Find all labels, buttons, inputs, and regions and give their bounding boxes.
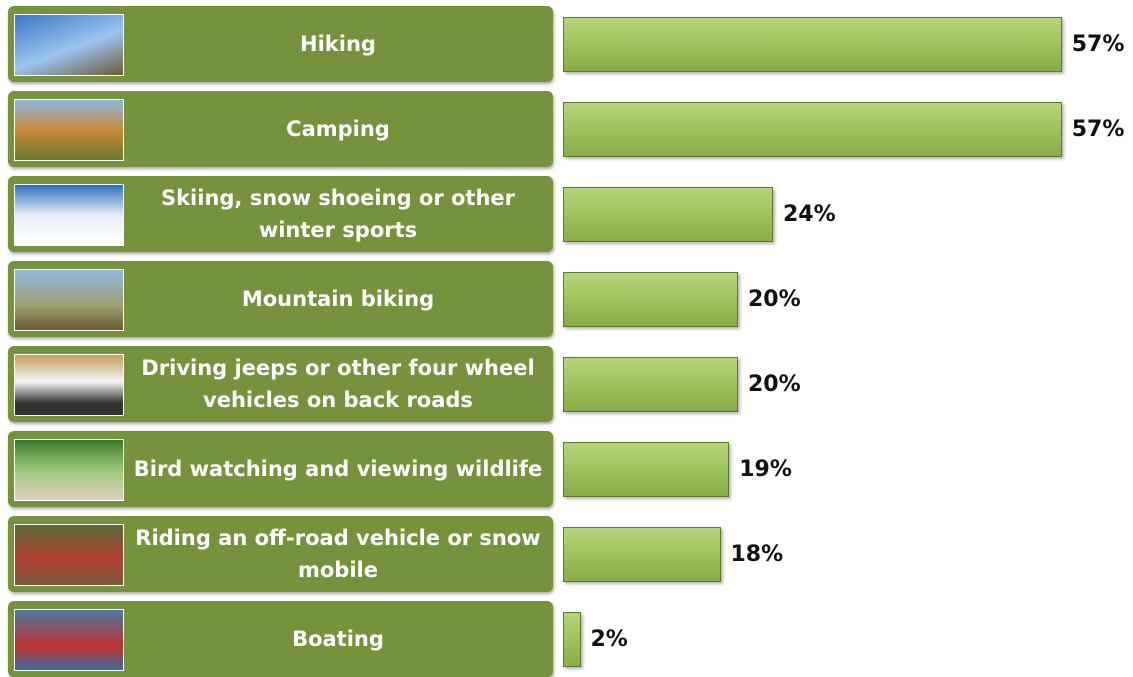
category-label: Boating bbox=[133, 601, 543, 677]
bar bbox=[563, 357, 738, 412]
category-box: Riding an off-road vehicle or snow mobil… bbox=[8, 516, 553, 592]
category-image bbox=[14, 524, 124, 586]
bar bbox=[563, 272, 738, 327]
category-label: Driving jeeps or other four wheel vehicl… bbox=[133, 346, 543, 422]
bar bbox=[563, 17, 1062, 72]
category-image bbox=[14, 269, 124, 331]
value-label: 20% bbox=[748, 357, 801, 412]
category-image bbox=[14, 184, 124, 246]
value-label: 20% bbox=[748, 272, 801, 327]
value-label: 2% bbox=[591, 612, 628, 667]
category-label: Camping bbox=[133, 91, 543, 167]
category-box: Driving jeeps or other four wheel vehicl… bbox=[8, 346, 553, 422]
value-label: 19% bbox=[739, 442, 792, 497]
category-box: Skiing, snow shoeing or other winter spo… bbox=[8, 176, 553, 252]
category-image bbox=[14, 99, 124, 161]
value-label: 57% bbox=[1072, 17, 1125, 72]
bar bbox=[563, 442, 729, 497]
bar bbox=[563, 612, 581, 667]
value-label: 57% bbox=[1072, 102, 1125, 157]
bar bbox=[563, 527, 721, 582]
category-box: Mountain biking bbox=[8, 261, 553, 337]
category-box: Boating bbox=[8, 601, 553, 677]
category-image bbox=[14, 609, 124, 671]
category-label: Hiking bbox=[133, 6, 543, 82]
category-image bbox=[14, 354, 124, 416]
category-label: Bird watching and viewing wildlife bbox=[133, 431, 543, 507]
bar bbox=[563, 187, 773, 242]
value-label: 18% bbox=[731, 527, 784, 582]
category-label: Riding an off-road vehicle or snow mobil… bbox=[133, 516, 543, 592]
category-label: Skiing, snow shoeing or other winter spo… bbox=[133, 176, 543, 252]
category-image bbox=[14, 14, 124, 76]
value-label: 24% bbox=[783, 187, 836, 242]
category-image bbox=[14, 439, 124, 501]
chart: Hiking 57% Camping 57% Skiing, snow shoeing … bbox=[0, 0, 1133, 673]
category-box: Hiking bbox=[8, 6, 553, 82]
category-box: Bird watching and viewing wildlife bbox=[8, 431, 553, 507]
category-box: Camping bbox=[8, 91, 553, 167]
bar bbox=[563, 102, 1062, 157]
category-label: Mountain biking bbox=[133, 261, 543, 337]
